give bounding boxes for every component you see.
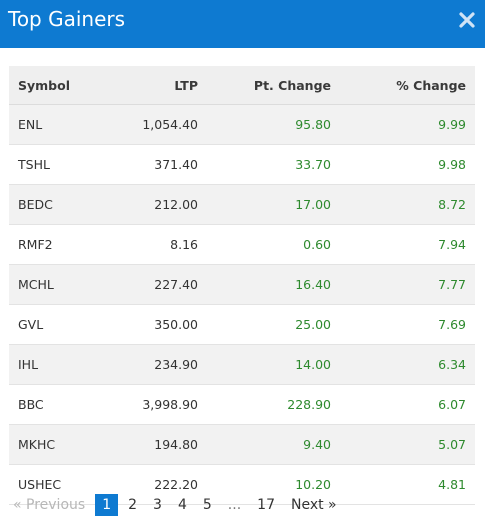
cell-ltp: 222.20 xyxy=(102,464,207,505)
cell-ltp: 212.00 xyxy=(102,184,207,225)
next-page-link[interactable]: Next » xyxy=(290,497,337,513)
table-row[interactable]: IHL 234.90 14.00 6.34 xyxy=(9,344,475,385)
table-row[interactable]: BEDC 212.00 17.00 8.72 xyxy=(9,184,475,225)
column-header-pct-change[interactable]: % Change xyxy=(340,66,475,105)
table-row[interactable]: MCHL 227.40 16.40 7.77 xyxy=(9,264,475,305)
cell-symbol[interactable]: IHL xyxy=(9,344,102,385)
cell-pct-change: 7.94 xyxy=(340,224,475,265)
modal-header: Top Gainers xyxy=(0,0,485,48)
cell-ltp: 8.16 xyxy=(102,224,207,265)
cell-symbol[interactable]: MKHC xyxy=(9,424,102,465)
cell-pt-change: 228.90 xyxy=(207,384,340,425)
cell-pct-change: 4.81 xyxy=(340,464,475,505)
cell-ltp: 1,054.40 xyxy=(102,104,207,145)
table-row[interactable]: RMF2 8.16 0.60 7.94 xyxy=(9,224,475,265)
cell-symbol[interactable]: MCHL xyxy=(9,264,102,305)
cell-ltp: 227.40 xyxy=(102,264,207,305)
page-link-1[interactable]: 1 xyxy=(95,494,119,516)
cell-pct-change: 9.99 xyxy=(340,104,475,145)
cell-symbol[interactable]: ENL xyxy=(9,104,102,145)
top-gainers-table: Symbol LTP Pt. Change % Change ENL 1,054.… xyxy=(9,66,475,505)
page-link-2[interactable]: 2 xyxy=(128,497,138,513)
page-link-5[interactable]: 5 xyxy=(202,497,212,513)
table-row[interactable]: TSHL 371.40 33.70 9.98 xyxy=(9,144,475,185)
cell-symbol[interactable]: GVL xyxy=(9,304,102,345)
pagination: « Previous 1 2 3 4 5 ... 17 Next » xyxy=(13,494,353,516)
cell-symbol[interactable]: USHEC xyxy=(9,464,102,505)
pagination-ellipsis: ... xyxy=(227,497,242,513)
cell-ltp: 194.80 xyxy=(102,424,207,465)
table-row[interactable]: BBC 3,998.90 228.90 6.07 xyxy=(9,384,475,425)
cell-symbol[interactable]: BEDC xyxy=(9,184,102,225)
cell-pt-change: 17.00 xyxy=(207,184,340,225)
table-row[interactable]: GVL 350.00 25.00 7.69 xyxy=(9,304,475,345)
close-icon-glyph xyxy=(459,12,475,28)
table-header-row: Symbol LTP Pt. Change % Change xyxy=(9,66,475,105)
cell-pt-change: 25.00 xyxy=(207,304,340,345)
table-row[interactable]: ENL 1,054.40 95.80 9.99 xyxy=(9,104,475,145)
cell-symbol[interactable]: TSHL xyxy=(9,144,102,185)
cell-pct-change: 7.77 xyxy=(340,264,475,305)
cell-pt-change: 95.80 xyxy=(207,104,340,145)
column-header-pt-change[interactable]: Pt. Change xyxy=(207,66,340,105)
table-row[interactable]: USHEC 222.20 10.20 4.81 xyxy=(9,464,475,505)
modal-title: Top Gainers xyxy=(8,7,126,31)
page-link-4[interactable]: 4 xyxy=(177,497,187,513)
page-link-last[interactable]: 17 xyxy=(257,497,275,513)
cell-pct-change: 7.69 xyxy=(340,304,475,345)
cell-pt-change: 9.40 xyxy=(207,424,340,465)
previous-page-link[interactable]: « Previous xyxy=(13,497,86,513)
cell-pt-change: 33.70 xyxy=(207,144,340,185)
close-icon[interactable] xyxy=(457,10,477,30)
cell-symbol[interactable]: RMF2 xyxy=(9,224,102,265)
cell-ltp: 3,998.90 xyxy=(102,384,207,425)
cell-pct-change: 8.72 xyxy=(340,184,475,225)
cell-pt-change: 14.00 xyxy=(207,344,340,385)
cell-pct-change: 5.07 xyxy=(340,424,475,465)
column-header-ltp[interactable]: LTP xyxy=(102,66,207,105)
page-link-3[interactable]: 3 xyxy=(153,497,162,513)
cell-symbol[interactable]: BBC xyxy=(9,384,102,425)
cell-pct-change: 6.07 xyxy=(340,384,475,425)
cell-pt-change: 0.60 xyxy=(207,224,340,265)
cell-ltp: 371.40 xyxy=(102,144,207,185)
cell-pct-change: 6.34 xyxy=(340,344,475,385)
column-header-symbol[interactable]: Symbol xyxy=(9,66,102,105)
cell-ltp: 234.90 xyxy=(102,344,207,385)
cell-ltp: 350.00 xyxy=(102,304,207,345)
cell-pt-change: 16.40 xyxy=(207,264,340,305)
cell-pt-change: 10.20 xyxy=(207,464,340,505)
table-row[interactable]: MKHC 194.80 9.40 5.07 xyxy=(9,424,475,465)
cell-pct-change: 9.98 xyxy=(340,144,475,185)
